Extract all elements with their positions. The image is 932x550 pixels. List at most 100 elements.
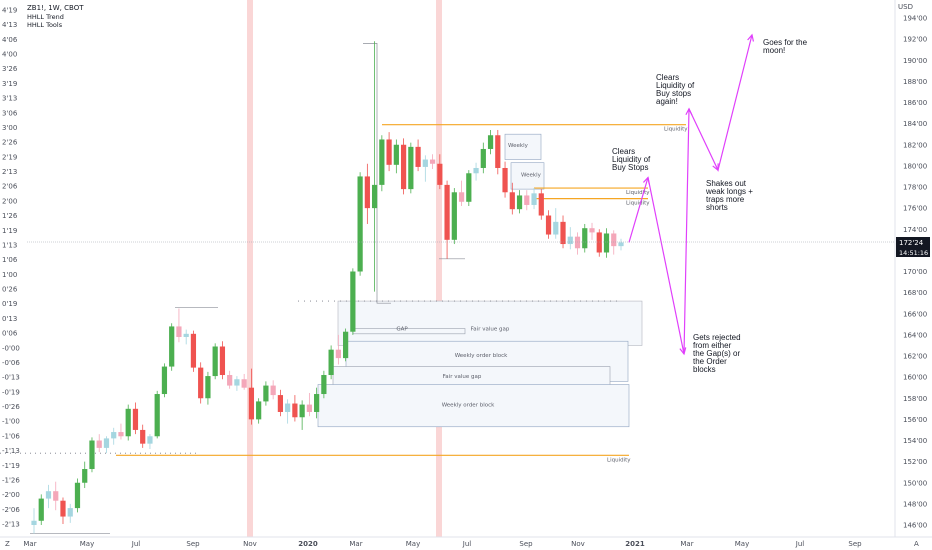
candle[interactable] <box>357 172 363 276</box>
candle[interactable] <box>67 503 73 523</box>
candle[interactable] <box>596 229 602 257</box>
candle[interactable] <box>386 132 392 172</box>
candle[interactable] <box>118 423 124 440</box>
candle[interactable] <box>82 461 88 489</box>
candle[interactable] <box>560 215 566 249</box>
candle-body <box>103 438 110 448</box>
candle[interactable] <box>306 392 312 417</box>
candle[interactable] <box>553 208 559 239</box>
candle-layer[interactable] <box>31 41 624 534</box>
candle[interactable] <box>227 370 233 389</box>
candle[interactable] <box>103 436 110 454</box>
candle[interactable] <box>190 330 197 372</box>
candle[interactable] <box>147 434 153 449</box>
candle[interactable] <box>125 404 131 441</box>
candle[interactable] <box>263 381 269 406</box>
candle[interactable] <box>582 223 588 253</box>
candle[interactable] <box>451 188 457 245</box>
candle[interactable] <box>364 163 370 224</box>
candle[interactable] <box>38 494 44 525</box>
candle[interactable] <box>408 142 414 194</box>
candle[interactable] <box>285 399 291 424</box>
candle[interactable] <box>205 371 211 405</box>
candle[interactable] <box>299 400 305 430</box>
candle[interactable] <box>545 210 552 239</box>
candle[interactable] <box>437 154 443 190</box>
candle[interactable] <box>531 188 537 210</box>
candle[interactable] <box>321 370 327 399</box>
candle[interactable] <box>96 434 102 453</box>
candle[interactable] <box>495 129 501 175</box>
candle[interactable] <box>371 41 378 292</box>
candle[interactable] <box>89 437 95 473</box>
candle[interactable] <box>487 129 494 155</box>
candle[interactable] <box>343 328 349 362</box>
candle[interactable] <box>509 182 515 215</box>
candle-body <box>125 408 131 437</box>
spread-tick-label: 4'06 <box>2 36 18 44</box>
candle[interactable] <box>74 478 81 513</box>
indicator-hhll-tools[interactable]: HHLL Tools <box>27 21 63 29</box>
auto-scale-button[interactable]: A <box>914 540 919 548</box>
candle[interactable] <box>444 180 450 259</box>
spread-axis[interactable]: 4'19 4'13 4'06 4'00 3'26 3'19 3'13 3'06 3'00 2'26… <box>2 7 20 529</box>
liquidity-label: Liquidity <box>607 457 631 463</box>
candle[interactable] <box>256 398 262 424</box>
price-axis[interactable]: 194'00 192'00 190'00 188'00 186'00 184'00 182'… <box>903 15 927 530</box>
candle[interactable] <box>328 345 334 380</box>
candle[interactable] <box>574 232 581 255</box>
candle[interactable] <box>45 484 52 509</box>
candle[interactable] <box>379 135 385 192</box>
candle[interactable] <box>277 389 284 417</box>
candle[interactable] <box>212 343 218 380</box>
session-bands <box>247 0 442 537</box>
candle[interactable] <box>154 390 160 439</box>
candle[interactable] <box>183 329 189 345</box>
candle[interactable] <box>176 308 182 343</box>
candle[interactable] <box>480 142 486 174</box>
candle[interactable] <box>538 189 544 220</box>
indicator-hhll-trend[interactable]: HHLL Trend <box>27 13 64 21</box>
candle[interactable] <box>458 180 465 207</box>
candle[interactable] <box>400 138 407 195</box>
candle[interactable] <box>335 334 341 365</box>
candle[interactable] <box>429 154 436 170</box>
candle[interactable] <box>248 368 255 425</box>
symbol-title[interactable]: ZB1!, 1W, CBOT <box>27 4 84 12</box>
candle[interactable] <box>589 222 595 240</box>
candle[interactable] <box>241 373 247 390</box>
candle[interactable] <box>234 376 240 391</box>
candle[interactable] <box>169 323 175 371</box>
candle[interactable] <box>473 162 479 181</box>
candle[interactable] <box>198 362 204 404</box>
candle[interactable] <box>422 155 428 182</box>
candle[interactable] <box>161 363 168 398</box>
time-tick-label: 2020 <box>298 540 318 548</box>
candle[interactable] <box>502 161 508 198</box>
candle[interactable] <box>350 268 356 335</box>
zoom-corner-left[interactable]: Z <box>5 540 10 548</box>
candle[interactable] <box>292 395 298 422</box>
candle[interactable] <box>516 190 523 214</box>
spread-tick-label: 0'13 <box>2 315 17 323</box>
candle[interactable] <box>393 139 399 174</box>
candle[interactable] <box>567 227 573 250</box>
candle[interactable] <box>140 424 146 448</box>
candle[interactable] <box>31 508 37 534</box>
candle[interactable] <box>314 387 320 419</box>
candle[interactable] <box>415 139 421 172</box>
candle[interactable] <box>618 238 624 251</box>
candle[interactable] <box>132 402 139 435</box>
candle[interactable] <box>219 341 226 380</box>
candle[interactable] <box>270 380 276 400</box>
candle[interactable] <box>53 481 59 511</box>
time-axis[interactable]: Mar May Jul Sep Nov 2020 Mar May Jul Sep Nov 2021 Ma… <box>23 540 862 548</box>
spread-tick-label: 4'00 <box>2 51 17 59</box>
candle[interactable] <box>60 497 66 524</box>
candle[interactable] <box>111 427 117 445</box>
candle[interactable] <box>611 230 617 255</box>
candle[interactable] <box>603 228 610 258</box>
candle[interactable] <box>524 190 530 211</box>
candle[interactable] <box>466 170 472 207</box>
